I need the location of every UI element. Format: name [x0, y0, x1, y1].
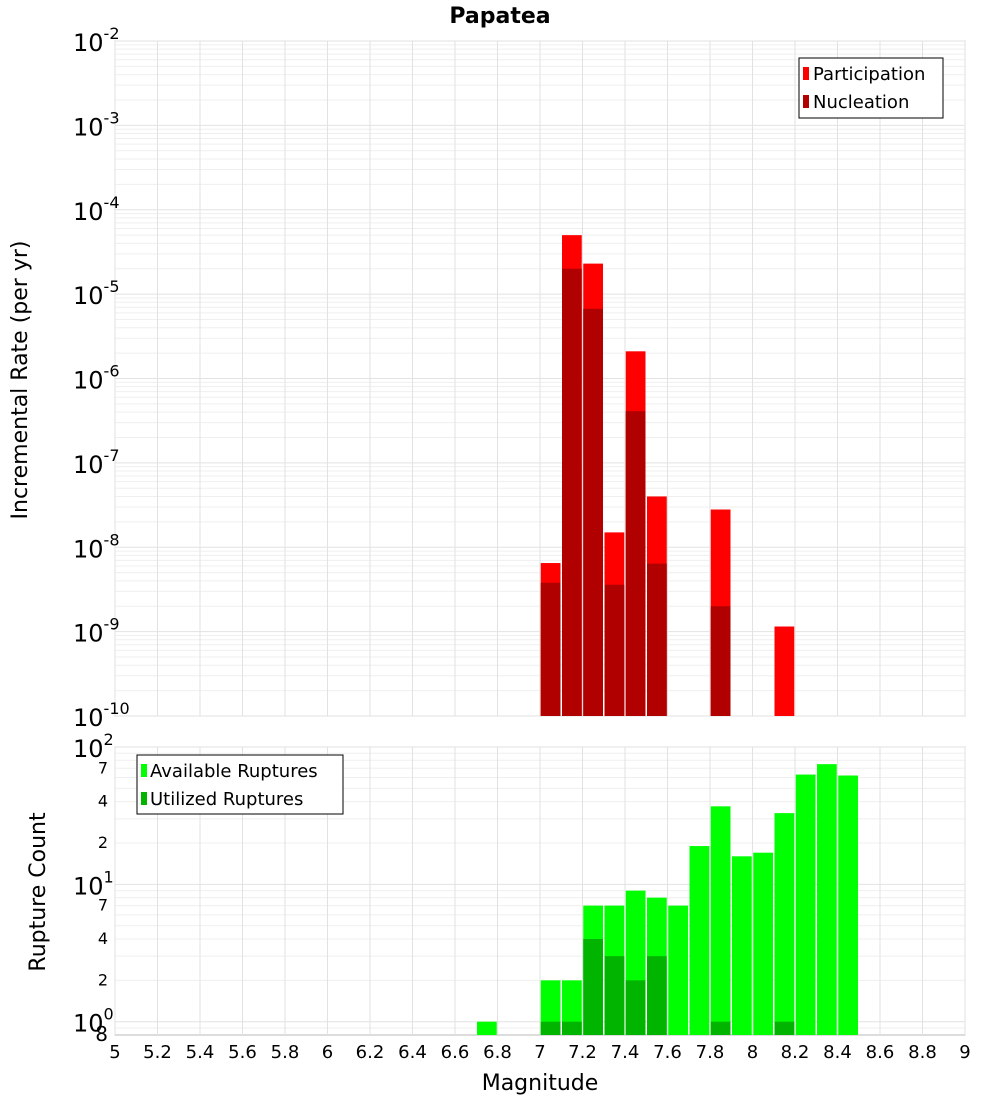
available-ruptures-bar [753, 852, 773, 1035]
y-minor-tick-label: 2 [98, 833, 108, 852]
x-tick-label: 5.4 [186, 1042, 215, 1063]
y-minor-tick-label: 2 [98, 970, 108, 989]
x-tick-label: 5.8 [271, 1042, 300, 1063]
nucleation-bar [625, 411, 646, 716]
nucleation-bar [540, 582, 561, 716]
x-tick-label: 7.6 [653, 1042, 682, 1063]
utilized-ruptures-bar [647, 956, 667, 1035]
legend-swatch-utilized [141, 792, 147, 805]
available-ruptures-bar [732, 856, 752, 1035]
chart-title: Papatea [449, 4, 550, 29]
x-tick-label: 8.2 [781, 1042, 810, 1063]
x-tick-label: 8.8 [908, 1042, 937, 1063]
x-tick-label: 6.8 [483, 1042, 512, 1063]
y-tick-label: 10-9 [73, 615, 120, 648]
legend-swatch-nucleation [803, 95, 809, 108]
y-tick-label: 10-8 [73, 530, 120, 563]
y-tick-label: 10-6 [73, 362, 120, 395]
x-tick-label: 7.2 [568, 1042, 597, 1063]
x-tick-label: 7 [534, 1042, 545, 1063]
participation-bar [774, 626, 795, 716]
nucleation-bar [562, 268, 582, 716]
x-tick-label: 8 [747, 1042, 758, 1063]
x-tick-label: 6.4 [398, 1042, 427, 1063]
available-ruptures-bar [795, 774, 816, 1035]
legend-label-nucleation: Nucleation [813, 92, 909, 113]
y-tick-label: 10-5 [73, 277, 120, 310]
y-tick-label: 100 [73, 1005, 114, 1038]
legend-swatch-available [141, 764, 147, 777]
x-tick-label: 6 [322, 1042, 333, 1063]
top-legend: Participation Nucleation [798, 57, 944, 119]
utilized-ruptures-bar [562, 1021, 582, 1035]
x-tick-label: 8.6 [866, 1042, 895, 1063]
y-tick-label: 10-4 [73, 193, 120, 226]
x-tick-label: 5 [109, 1042, 120, 1063]
top-y-axis-label: Incremental Rate (per yr) [8, 241, 33, 520]
top-panel: 10-2 10-3 10-4 10-5 10-6 10-7 10-8 10-9 10-10 In… [8, 24, 966, 732]
bottom-bars [477, 764, 858, 1035]
y-tick-label: 10-7 [73, 446, 120, 479]
bottom-legend-box [136, 754, 344, 815]
bottom-y-ticks: 102 101 100 7 4 2 7 4 2 8 [73, 730, 114, 1046]
available-ruptures-bar [689, 846, 710, 1035]
available-ruptures-bar [540, 980, 561, 1035]
available-ruptures-bar [774, 813, 795, 1035]
y-minor-tick-label: 4 [98, 792, 108, 811]
utilized-ruptures-bar [774, 1021, 795, 1035]
y-tick-label: 101 [73, 867, 114, 900]
x-tick-label: 5.6 [228, 1042, 257, 1063]
y-tick-label: 10-3 [73, 108, 120, 141]
available-ruptures-bar [668, 905, 688, 1035]
nucleation-bar [710, 606, 731, 716]
y-minor-tick-label: 7 [98, 758, 108, 777]
available-ruptures-bar [838, 775, 858, 1035]
available-ruptures-bar [710, 806, 731, 1035]
top-y-ticks: 10-2 10-3 10-4 10-5 10-6 10-7 10-8 10-9 10-10 [73, 24, 130, 732]
utilized-ruptures-bar [710, 1021, 731, 1035]
top-grid [114, 40, 966, 717]
y-tick-label: 10-2 [73, 24, 120, 57]
available-ruptures-bar [477, 1021, 497, 1035]
legend-label-utilized: Utilized Ruptures [150, 789, 303, 810]
utilized-ruptures-bar [625, 980, 646, 1035]
nucleation-bar [583, 308, 603, 716]
utilized-ruptures-bar [604, 956, 625, 1035]
y-minor-tick-label: 4 [98, 929, 108, 948]
legend-label-participation: Participation [813, 64, 925, 85]
x-tick-label: 6.6 [441, 1042, 470, 1063]
y-tick-label: 102 [73, 730, 114, 763]
bottom-y-axis-label: Rupture Count [26, 812, 51, 972]
bottom-panel: 102 101 100 7 4 2 7 4 2 8 5 5.2 5.4 5.6 5.8 6 6.2 6.4 6.6… [26, 730, 971, 1096]
utilized-ruptures-bar [583, 939, 603, 1035]
y-tick-label: 10-10 [73, 699, 130, 732]
top-legend-box [798, 57, 944, 119]
legend-label-available: Available Ruptures [150, 761, 318, 782]
bottom-legend: Available Ruptures Utilized Ruptures [136, 754, 344, 815]
top-bars [540, 235, 795, 716]
x-axis-label: Magnitude [482, 1071, 599, 1096]
y-minor-tick-label: 7 [98, 896, 108, 915]
x-tick-label: 6.2 [356, 1042, 385, 1063]
x-tick-label: 5.2 [143, 1042, 172, 1063]
x-tick-label: 9 [959, 1042, 970, 1063]
x-tick-label: 7.4 [611, 1042, 640, 1063]
nucleation-bar [647, 563, 667, 716]
y-minor-tick-label: 8 [95, 1022, 108, 1046]
legend-swatch-participation [803, 67, 809, 80]
available-ruptures-bar [817, 764, 837, 1035]
utilized-ruptures-bar [540, 1021, 561, 1035]
available-ruptures-bar [562, 980, 582, 1035]
x-tick-label: 7.8 [696, 1042, 725, 1063]
x-tick-label: 8.4 [823, 1042, 852, 1063]
x-ticks: 5 5.2 5.4 5.6 5.8 6 6.2 6.4 6.6 6.8 7 7.2 7.4 7.6 7.8 8… [109, 1042, 970, 1063]
nucleation-bar [604, 584, 625, 716]
